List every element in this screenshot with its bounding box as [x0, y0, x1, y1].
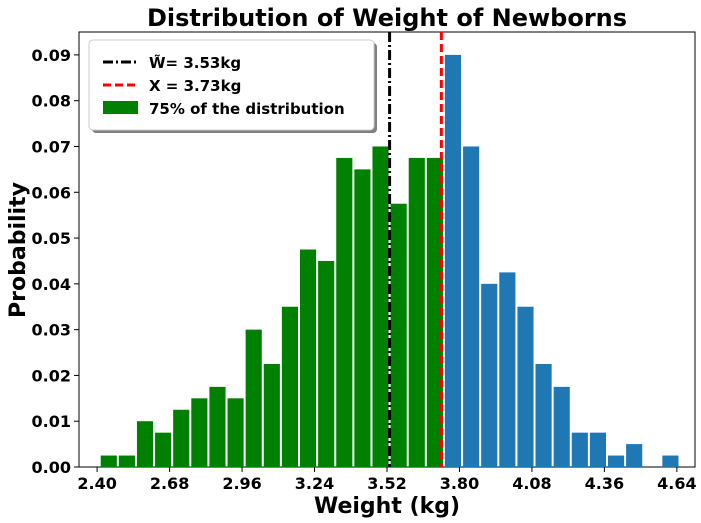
histogram-bar: [589, 432, 606, 467]
x-tick-label: 4.36: [585, 474, 624, 493]
x-tick-label: 4.64: [657, 474, 696, 493]
legend: W̃= 3.53kg X = 3.73kg 75% of the distrib…: [88, 39, 377, 133]
histogram-bar: [608, 455, 625, 467]
x-axis-label: Weight (kg): [314, 494, 460, 519]
legend-mean-label: X = 3.73kg: [149, 77, 241, 95]
y-axis-label: Probability: [6, 182, 31, 318]
chart-title: Distribution of Weight of Newborns: [147, 4, 627, 32]
x-tick-label: 3.24: [295, 474, 334, 493]
bars-group: [100, 54, 679, 468]
y-tick-label: 0.02: [32, 366, 71, 385]
y-tick-label: 0.01: [32, 412, 71, 431]
y-tick-label: 0.05: [32, 229, 71, 248]
histogram-bar: [136, 421, 154, 467]
histogram-bar: [173, 409, 190, 467]
y-tick-label: 0.08: [32, 92, 71, 111]
y-tick-label: 0.03: [32, 321, 71, 340]
x-tick-label: 3.80: [440, 474, 479, 493]
x-tick-label: 4.08: [512, 474, 551, 493]
histogram-bar: [209, 386, 226, 467]
legend-median-label: W̃= 3.53kg: [149, 53, 241, 72]
histogram-bar: [535, 363, 552, 467]
histogram-bar: [227, 398, 244, 467]
legend-highlight-swatch: [103, 101, 138, 114]
y-tick-label: 0.00: [32, 458, 71, 477]
histogram-bar: [553, 386, 570, 467]
histogram-bar: [336, 157, 353, 467]
histogram-bar: [626, 444, 643, 467]
histogram-bar: [354, 169, 371, 468]
reference-lines: [388, 32, 443, 467]
histogram-bar: [463, 146, 480, 467]
histogram-bar: [245, 329, 262, 467]
histogram-bar: [408, 157, 425, 467]
x-tick-label: 2.68: [150, 474, 189, 493]
legend-box: [88, 39, 375, 131]
histogram-bar: [100, 455, 117, 467]
x-tick-label: 2.40: [77, 474, 116, 493]
histogram-bar: [426, 157, 443, 467]
y-axis-ticks: 0.00 0.01 0.02 0.03 0.04 0.05 0.06 0.07 0.08 0.09: [32, 46, 79, 477]
y-tick-label: 0.07: [32, 137, 71, 156]
y-tick-label: 0.09: [32, 46, 71, 65]
histogram-bar: [191, 398, 208, 467]
histogram-bar: [281, 306, 298, 467]
x-axis-ticks: 2.40 2.68 2.96 3.24 3.52 3.80 4.08 4.36 4.64: [77, 467, 697, 493]
histogram-bar: [499, 272, 516, 467]
y-tick-label: 0.06: [32, 183, 71, 202]
histogram-bar: [318, 260, 335, 467]
histogram-bar: [300, 249, 317, 467]
histogram-bar: [444, 54, 462, 467]
histogram-bar: [155, 432, 172, 467]
histogram-bar: [390, 203, 407, 468]
histogram-bar: [662, 455, 679, 467]
histogram-bar: [481, 283, 498, 467]
histogram-bar: [571, 432, 588, 467]
histogram-bar: [372, 146, 389, 467]
histogram-bar: [263, 363, 280, 467]
x-tick-label: 2.96: [222, 474, 261, 493]
x-tick-label: 3.52: [367, 474, 406, 493]
histogram-bar: [517, 306, 534, 467]
y-tick-label: 0.04: [32, 275, 71, 294]
legend-highlight-label: 75% of the distribution: [149, 100, 345, 118]
histogram-bar: [118, 455, 135, 467]
